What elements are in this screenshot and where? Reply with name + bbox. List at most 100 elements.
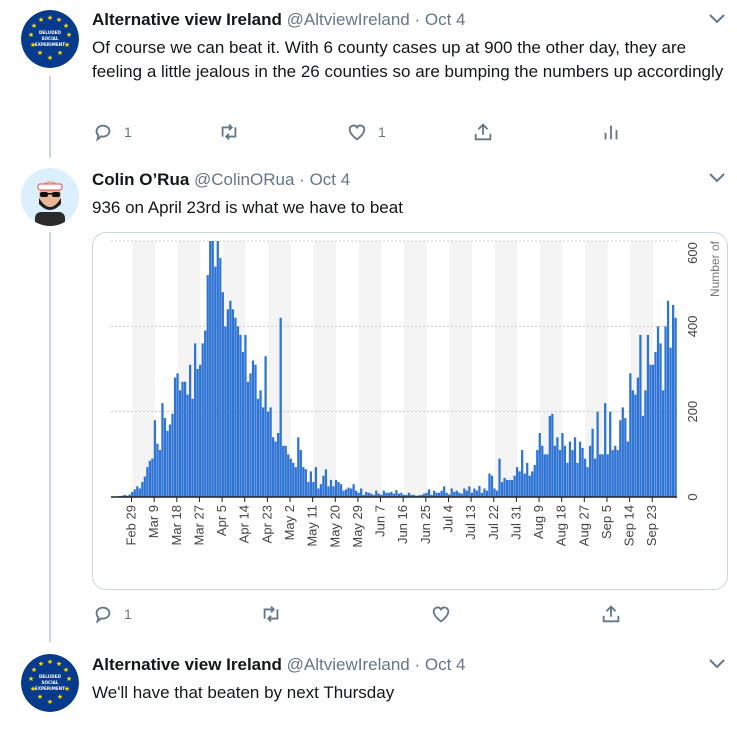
- chart-bar: [594, 459, 596, 497]
- x-tick-label: Sep 5: [599, 505, 614, 539]
- tweet-date[interactable]: Oct 4: [425, 10, 466, 29]
- handle[interactable]: @AltviewIreland: [287, 10, 410, 29]
- chart-bar: [597, 412, 599, 497]
- chart-bar: [214, 267, 216, 497]
- chart-bar: [559, 450, 561, 497]
- chart-bar: [536, 450, 538, 497]
- chart-bar: [310, 471, 312, 497]
- chart-bar: [664, 326, 666, 497]
- y-tick-label: 0: [685, 493, 700, 500]
- svg-text:EXPERIMENT: EXPERIMENT: [35, 42, 65, 47]
- like-button[interactable]: [430, 602, 462, 626]
- chart-bar: [561, 433, 563, 497]
- chart-bar: [287, 454, 289, 497]
- share-button[interactable]: [600, 602, 622, 626]
- chart-bar: [644, 390, 646, 497]
- chart-bar: [632, 390, 634, 497]
- display-name[interactable]: Colin O’Rua: [92, 170, 189, 189]
- chart-bar: [320, 484, 322, 497]
- chart-bar: [622, 407, 624, 497]
- x-tick-label: Jul 4: [440, 505, 455, 532]
- chart-bar: [503, 478, 505, 497]
- chart-bar: [617, 450, 619, 497]
- chart-bar: [330, 480, 332, 497]
- chart-bar: [312, 482, 314, 497]
- retweet-button[interactable]: [260, 602, 292, 626]
- chart-bar: [619, 420, 621, 497]
- analytics-icon: [600, 121, 622, 143]
- handle[interactable]: @AltviewIreland: [287, 655, 410, 674]
- chart-band: [449, 241, 472, 497]
- analytics-button[interactable]: [600, 120, 622, 144]
- x-tick-label: Aug 18: [554, 505, 569, 546]
- tweet-date[interactable]: Oct 4: [310, 170, 351, 189]
- chart-bar: [476, 491, 478, 497]
- chart-bar: [529, 476, 531, 497]
- chart-bar: [315, 467, 317, 497]
- svg-text:SOCIAL: SOCIAL: [41, 36, 58, 41]
- svg-text:DELUDED: DELUDED: [39, 30, 62, 35]
- chart-bar: [478, 486, 480, 497]
- chart-band: [495, 241, 518, 497]
- chart-bar: [591, 429, 593, 497]
- chart-bar: [257, 399, 259, 497]
- chart-bar: [642, 416, 644, 497]
- share-button[interactable]: [472, 120, 494, 144]
- avatar[interactable]: [21, 168, 79, 226]
- display-name[interactable]: Alternative view Ireland: [92, 655, 282, 674]
- thread-line: [49, 232, 51, 642]
- chart-band: [313, 241, 336, 497]
- chart-bar: [672, 305, 674, 497]
- chevron-down-icon[interactable]: [708, 658, 726, 670]
- chart-bar: [526, 463, 528, 497]
- tweet-header: Alternative view Ireland @AltviewIreland…: [92, 655, 466, 675]
- chart-bar: [395, 490, 397, 497]
- x-tick-label: Aug 27: [576, 505, 591, 546]
- like-button[interactable]: 1: [346, 120, 386, 144]
- chart-bar: [197, 369, 199, 497]
- tweet-date[interactable]: Oct 4: [425, 655, 466, 674]
- chart-bar: [176, 373, 178, 497]
- retweet-button[interactable]: [218, 120, 250, 144]
- tweet-actions: 1: [92, 602, 652, 626]
- reply-button[interactable]: 1: [92, 602, 132, 626]
- chart-bar: [496, 491, 498, 497]
- reply-button[interactable]: 1: [92, 120, 132, 144]
- chart-bar: [204, 331, 206, 497]
- chart-bar: [511, 480, 513, 497]
- chart-bar: [433, 491, 435, 497]
- x-tick-label: May 11: [305, 505, 320, 547]
- chart-bar: [451, 488, 453, 497]
- chart-bar: [237, 326, 239, 497]
- chart-bar: [254, 365, 256, 497]
- tweet-text: Of course we can beat it. With 6 county …: [92, 36, 732, 84]
- chart-bar: [584, 459, 586, 497]
- display-name[interactable]: Alternative view Ireland: [92, 10, 282, 29]
- chart-bar: [280, 318, 282, 497]
- svg-text:★: ★: [47, 14, 53, 22]
- share-icon: [600, 603, 622, 625]
- chart-bar: [327, 486, 329, 497]
- svg-text:★: ★: [63, 666, 69, 674]
- handle[interactable]: @ColinORua: [194, 170, 294, 189]
- chart-bar: [659, 343, 661, 497]
- chart-bar: [493, 488, 495, 497]
- chevron-down-icon[interactable]: [708, 13, 726, 25]
- chart-bar: [541, 446, 543, 497]
- chart-bar: [662, 390, 664, 497]
- chevron-down-icon[interactable]: [708, 172, 726, 184]
- chart-bar: [657, 326, 659, 497]
- svg-text:★: ★: [66, 675, 72, 683]
- chart-bar: [383, 491, 385, 497]
- chart-bar: [335, 480, 337, 497]
- chart-bar: [637, 378, 639, 497]
- chart-bar: [322, 476, 324, 497]
- chart-bar: [506, 480, 508, 497]
- x-tick-label: Jun 25: [418, 505, 433, 544]
